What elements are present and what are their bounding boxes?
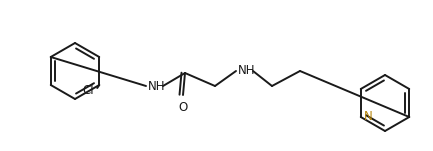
Text: NH: NH <box>148 79 165 93</box>
Text: N: N <box>364 111 372 124</box>
Text: O: O <box>178 101 187 114</box>
Text: Cl: Cl <box>83 84 94 96</box>
Text: NH: NH <box>238 64 255 77</box>
